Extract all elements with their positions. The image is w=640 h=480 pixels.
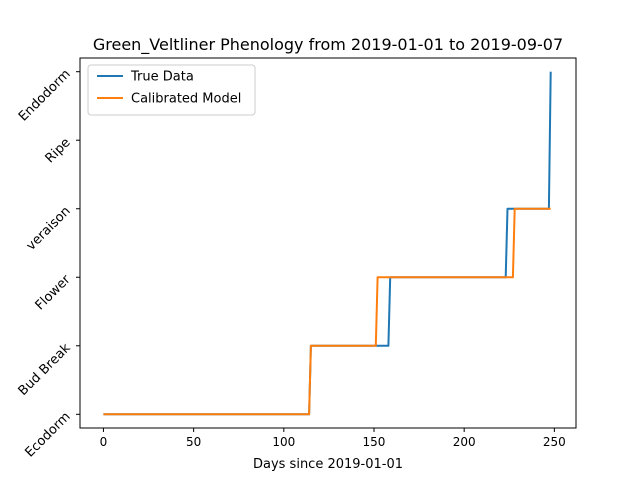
- legend-label-1: True Data: [130, 70, 194, 85]
- x-tick-label: 150: [363, 435, 386, 449]
- x-tick-label: 100: [272, 435, 295, 449]
- x-tick-label: 50: [186, 435, 201, 449]
- legend-box: [87, 64, 256, 116]
- x-axis-ticks: 0 50 100 150 200 250: [100, 428, 566, 449]
- legend-label-2: Calibrated Model: [131, 92, 241, 107]
- x-tick-label: 0: [100, 435, 108, 449]
- x-axis-label: Days since 2019-01-01: [253, 457, 403, 472]
- chart-title: Green_Veltliner Phenology from 2019-01-0…: [93, 35, 563, 55]
- plot-area: [79, 57, 577, 429]
- legend: True Data Calibrated Model: [87, 64, 256, 116]
- x-tick-label: 250: [543, 435, 566, 449]
- x-tick-label: 200: [453, 435, 476, 449]
- series-line-2: [103, 207, 551, 416]
- axes-frame: [79, 57, 577, 429]
